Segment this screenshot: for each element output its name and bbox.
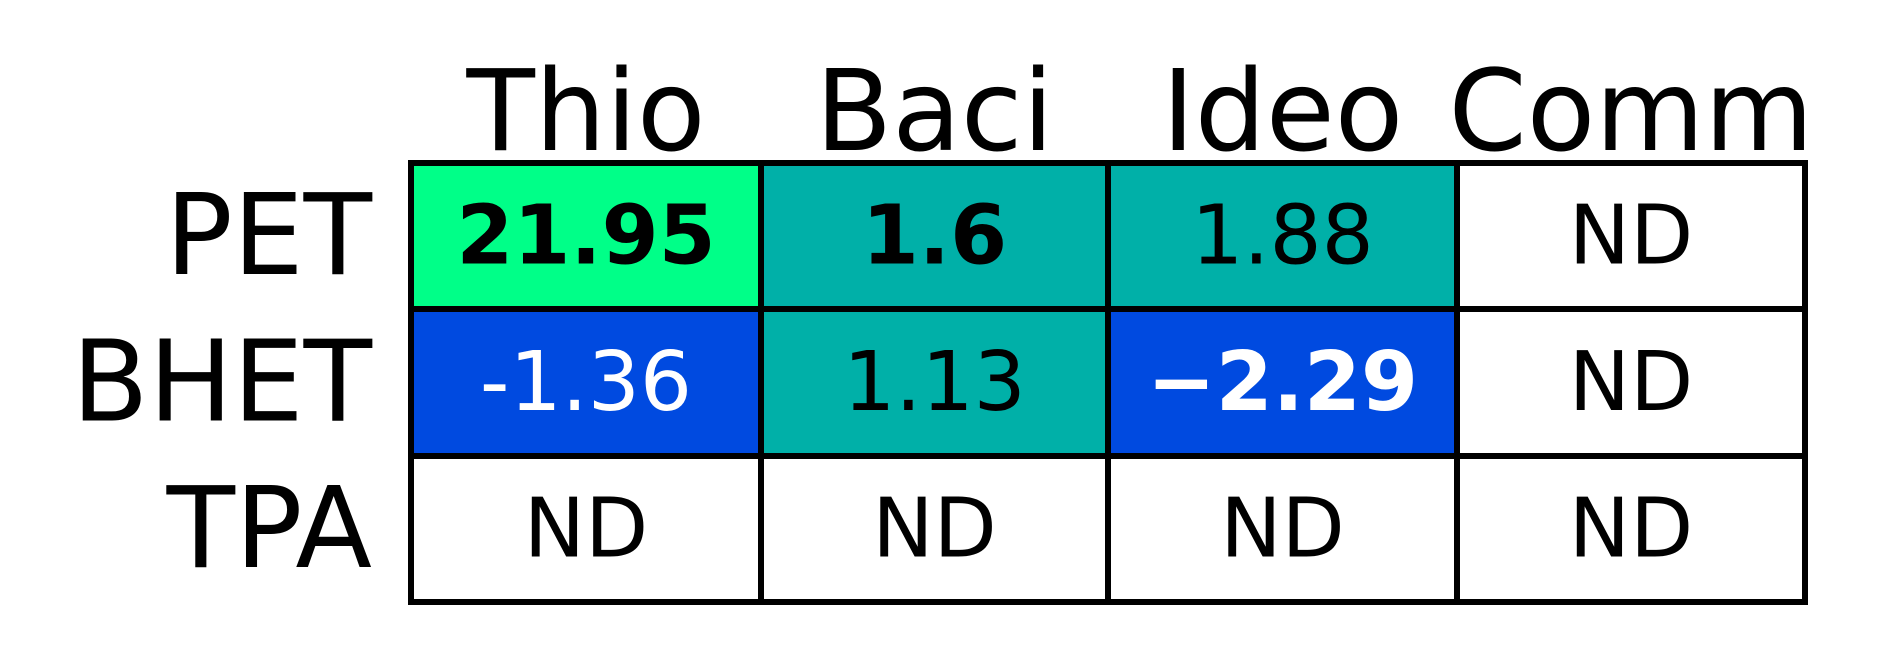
cell-value-label: 21.95 [456, 189, 715, 284]
cell-value-label: ND [872, 482, 996, 577]
cell-value-label: 1.6 [862, 189, 1007, 284]
cells-layer: 21.95 1.6 1.88 ND -1.36 1.13 −2.29 ND ND ND ND ND [408, 160, 1808, 605]
heatmap-cell-tpa-thio: ND [408, 453, 764, 605]
cell-background [1454, 306, 1808, 459]
column-label-baci: Baci [815, 47, 1053, 177]
heatmap-cell-pet-thio: 21.95 [408, 160, 764, 312]
column-label-comm: Comm [1449, 47, 1814, 177]
row-label-tpa: TPA [166, 464, 372, 594]
cell-background [408, 160, 764, 312]
row-label-bhet: BHET [72, 318, 373, 448]
heatmap-cell-pet-comm: ND [1454, 160, 1808, 312]
cell-background [1454, 453, 1808, 605]
heatmap-cell-bhet-comm: ND [1454, 306, 1808, 459]
cell-background [758, 453, 1111, 605]
cell-value-label: 1.13 [843, 335, 1026, 430]
cell-background [758, 306, 1111, 459]
heatmap-cell-bhet-baci: 1.13 [758, 306, 1111, 459]
heatmap-cell-tpa-comm: ND [1454, 453, 1808, 605]
row-labels: PET BHET TPA [72, 171, 373, 594]
cell-value-label: ND [1569, 189, 1693, 284]
heatmap-cell-tpa-ideo: ND [1105, 453, 1460, 605]
cell-value-label: ND [1569, 335, 1693, 430]
cell-background [1454, 160, 1808, 312]
cell-value-label: ND [524, 482, 648, 577]
heatmap-cell-tpa-baci: ND [758, 453, 1111, 605]
cell-background [408, 453, 764, 605]
cell-value-label: −2.29 [1147, 335, 1418, 430]
cell-value-label: -1.36 [480, 335, 692, 430]
column-labels: Thio Baci Ideo Comm [465, 47, 1813, 177]
row-label-pet: PET [165, 171, 372, 301]
heatmap-cell-bhet-thio: -1.36 [408, 306, 764, 459]
heatmap-cell-pet-baci: 1.6 [758, 160, 1111, 312]
column-label-ideo: Ideo [1162, 47, 1404, 177]
cell-value-label: ND [1569, 482, 1693, 577]
heatmap-cell-pet-ideo: 1.88 [1105, 160, 1460, 312]
column-label-thio: Thio [465, 47, 705, 177]
cell-background [758, 160, 1111, 312]
cell-value-label: 1.88 [1191, 189, 1374, 284]
cell-value-label: ND [1220, 482, 1344, 577]
heatmap-cell-bhet-ideo: −2.29 [1105, 306, 1460, 459]
